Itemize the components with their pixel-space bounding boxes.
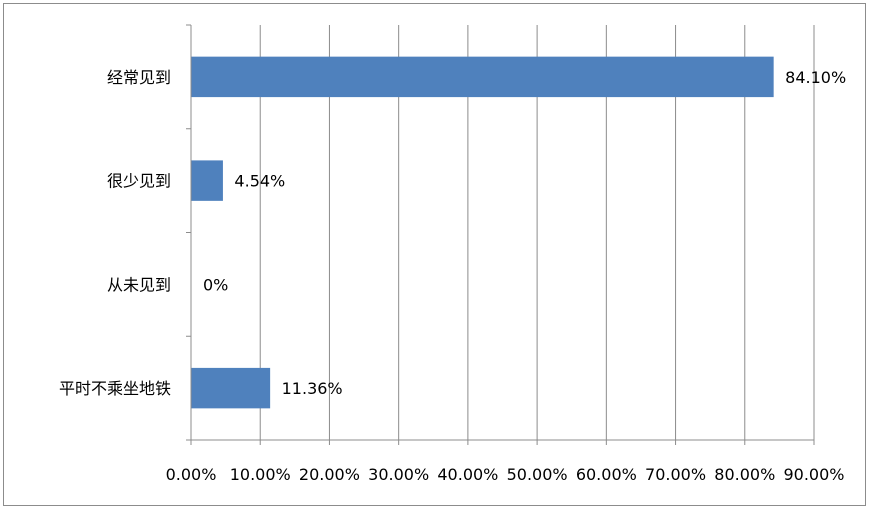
data-label: 84.10%	[785, 68, 846, 87]
x-tick-label: 30.00%	[368, 465, 429, 484]
bar	[191, 56, 774, 98]
data-label: 4.54%	[234, 172, 285, 191]
bar	[191, 367, 271, 409]
x-tick-label: 80.00%	[714, 465, 775, 484]
category-label: 从未见到	[107, 275, 171, 294]
x-tick-label: 20.00%	[299, 465, 360, 484]
data-label: 11.36%	[282, 379, 343, 398]
bar	[191, 160, 223, 201]
x-tick-label: 10.00%	[230, 465, 291, 484]
x-tick-label: 0.00%	[166, 465, 217, 484]
x-tick-label: 40.00%	[437, 465, 498, 484]
x-tick-label: 50.00%	[507, 465, 568, 484]
x-tick-label: 60.00%	[576, 465, 637, 484]
data-label: 0%	[203, 275, 228, 294]
category-label: 经常见到	[107, 68, 171, 87]
category-label: 平时不乘坐地铁	[59, 379, 171, 398]
x-tick-label: 90.00%	[783, 465, 844, 484]
x-tick-label: 70.00%	[645, 465, 706, 484]
category-label: 很少见到	[107, 172, 171, 191]
